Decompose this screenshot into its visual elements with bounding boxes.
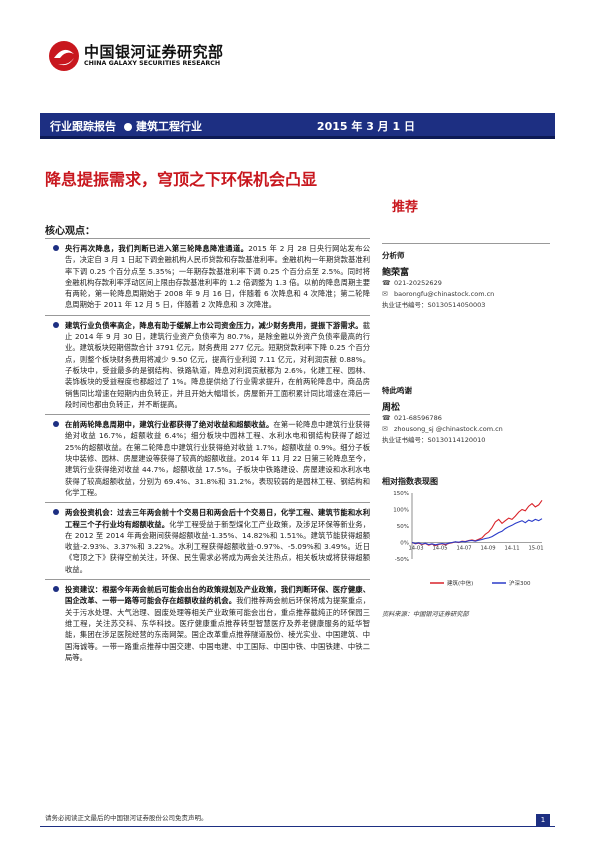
key-point-item: 投资建议：根据今年两会前后可能会出台的政策规划及产业政策，我们判断环保、医疗健康… (45, 579, 370, 667)
galaxy-logo-icon (49, 41, 79, 71)
company-logo: 中国银河证券研究部 CHINA GALAXY SECURITIES RESEAR… (48, 40, 288, 72)
bullet-icon (53, 245, 59, 251)
bullet-icon (53, 421, 59, 428)
page-number: 1 (536, 814, 550, 827)
x-tick-label: 14-11 (504, 546, 519, 552)
report-type: 行业跟踪报告 (50, 120, 116, 133)
analyst-email-row: ✉ baorongfu@chinastock.com.cn (382, 289, 550, 300)
key-point-item: 建筑行业负债率高企，降息有助于缓解上市公司资金压力，减少财务费用，提振下游需求。… (45, 314, 370, 414)
assistant-cert: 执业证书编号：S0130114120010 (382, 436, 486, 444)
assistant-phone: 021-68596786 (394, 414, 442, 422)
key-point-text: 央行再次降息，我们判断已进入第三轮降息降准通道。2015 年 2 月 28 日央… (65, 243, 370, 311)
key-point-item: 在前两轮降息周期中，建筑行业都获得了绝对收益和超额收益。在第一轮降息中建筑行业获… (45, 414, 370, 502)
legend-label: 沪深300 (509, 579, 531, 587)
email-icon: ✉ (382, 290, 388, 298)
series-line (411, 499, 543, 547)
bullet-icon (53, 321, 59, 328)
key-point-body: 截止 2014 年 9 月 30 日，建筑行业资产负债率为 80.7%，是除金融… (65, 320, 370, 409)
key-point-body: 化学工程受益于新型煤化工产业政策，及涉足环保等新业务，在 2012 至 2014… (65, 519, 371, 574)
key-point-lead: 在前两轮降息周期中，建筑行业都获得了绝对收益和超额收益。 (65, 420, 274, 430)
relative-index-chart: -50% 0% 50% 100% 150% 14-03 14-05 14-07 14-09 14-… (393, 491, 543, 587)
assistant-phone-row: ☎ 021-68596786 (382, 413, 550, 424)
key-point-item: 两会投资机会：过去三年两会前十个交易日和两会后十个交易日，化学工程、建筑节能和水… (45, 502, 370, 579)
key-point-body: 在第一轮降息中建筑行业获得绝对收益 16.7%，超额收益 6.4%；细分板块中园… (65, 420, 370, 497)
chart-source: 资料来源：中国银河证券研究部 (382, 611, 469, 618)
key-point-text: 在前两轮降息周期中，建筑行业都获得了绝对收益和超额收益。在第一轮降息中建筑行业获… (65, 419, 370, 498)
x-tick-label: 14-05 (432, 546, 447, 552)
key-point-item: 央行再次降息，我们判断已进入第三轮降息降准通道。2015 年 2 月 28 日央… (45, 238, 370, 315)
analyst-phone-row: ☎ 021-20252629 (382, 278, 550, 289)
logo-chinese-text: 中国银河证券研究部 (84, 43, 224, 61)
legend-label: 建筑(中信) (447, 579, 473, 587)
acknowledgment-heading: 特此鸣谢 (382, 386, 412, 395)
analyst-phone: 021-20252629 (394, 279, 442, 287)
bullet-icon (124, 123, 132, 131)
key-point-text: 建筑行业负债率高企，降息有助于缓解上市公司资金压力，减少财务费用，提振下游需求。… (65, 320, 370, 410)
y-tick-label: 150% (393, 491, 409, 497)
email-icon: ✉ (382, 425, 388, 433)
x-tick-label: 15-01 (528, 546, 543, 552)
bullet-icon (53, 586, 59, 593)
y-tick-label: 100% (393, 508, 409, 514)
industry-name: 建筑工程行业 (136, 120, 202, 133)
disclaimer-footer: 请务必阅读正文最后的中国银河证券股份公司免责声明。 (45, 814, 208, 822)
assistant-email[interactable]: zhousong_sj @chinastock.com.cn (394, 425, 503, 433)
divider (382, 243, 550, 244)
sidebar: 分析师 鲍荣富 ☎ 021-20252629 ✉ baorongfu@chinast… (382, 243, 550, 618)
key-point-lead: 建筑行业负债率高企，降息有助于缓解上市公司资金压力，减少财务费用，提振下游需求。 (65, 320, 363, 330)
analyst-cert: 执业证书编号：S0130514050003 (382, 301, 486, 309)
assistant-email-row: ✉ zhousong_sj @chinastock.com.cn (382, 424, 550, 435)
analyst-name: 鲍荣富 (382, 268, 410, 278)
x-tick-label: 14-03 (408, 546, 423, 552)
phone-icon: ☎ (382, 279, 391, 287)
report-category: 行业跟踪报告 建筑工程行业 (50, 118, 202, 134)
chart-title: 相对指数表现图 (382, 477, 438, 486)
bullet-icon (53, 509, 59, 516)
series-line (411, 518, 543, 546)
report-date: 2015 年 3 月 1 日 (316, 120, 415, 133)
key-point-text: 两会投资机会：过去三年两会前十个交易日和两会后十个交易日，化学工程、建筑节能和水… (65, 507, 370, 575)
y-tick-label: -50% (395, 557, 409, 563)
y-tick-label: 50% (397, 524, 409, 530)
key-points-column: 央行再次降息，我们判断已进入第三轮降息降准通道。2015 年 2 月 28 日央… (45, 238, 370, 667)
report-header-bar: 行业跟踪报告 建筑工程行业 2015 年 3 月 1 日 (40, 113, 555, 139)
x-tick-label: 14-09 (480, 546, 495, 552)
analyst-heading: 分析师 (382, 251, 405, 260)
key-point-text: 投资建议：根据今年两会前后可能会出台的政策规划及产业政策，我们判断环保、医疗健康… (65, 584, 370, 663)
key-point-lead: 两会投资机会：过去三年两会前十个交易日和两会后十个交易日，化学工程、建筑节能和水… (65, 508, 370, 529)
analyst-email[interactable]: baorongfu@chinastock.com.cn (394, 290, 495, 298)
section-heading: 核心观点： (45, 226, 95, 237)
logo-english-text: CHINA GALAXY SECURITIES RESEARCH (84, 60, 221, 67)
report-title: 降息提振需求，穹顶之下环保机会凸显 (45, 170, 318, 189)
assistant-name: 周松 (382, 403, 401, 413)
key-point-lead: 投资建议：根据今年两会前后可能会出台的政策规划及产业政策，我们判断环保、医疗健康… (65, 585, 370, 606)
x-tick-label: 14-07 (456, 546, 471, 552)
phone-icon: ☎ (382, 414, 391, 422)
key-point-body: 我们推荐两会前后环保将成为提案重点，关于污水处理、大气治理、固废处理等相关产业政… (65, 596, 371, 662)
y-tick-label: 0% (400, 541, 409, 547)
key-point-body: 2015 年 2 月 28 日央行网站发布公告，决定自 3 月 1 日起下调金融… (65, 244, 370, 310)
footer-divider (40, 826, 555, 827)
key-point-lead: 央行再次降息，我们判断已进入第三轮降息降准通道。 (65, 244, 249, 253)
rating-badge: 推荐 (392, 200, 419, 215)
